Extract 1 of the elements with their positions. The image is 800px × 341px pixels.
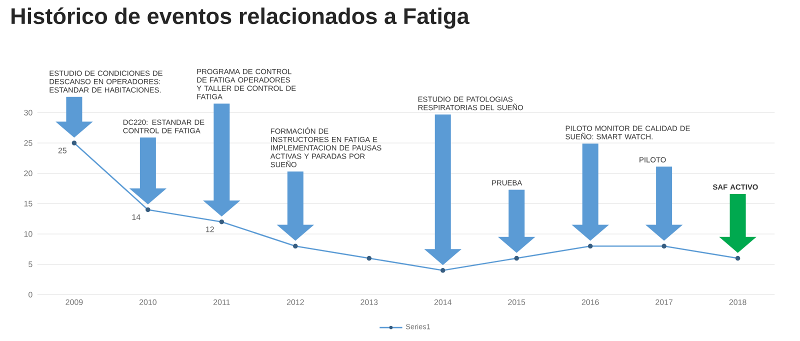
- chart-title: Histórico de eventos relacionados a Fatiga: [12, 7, 470, 29]
